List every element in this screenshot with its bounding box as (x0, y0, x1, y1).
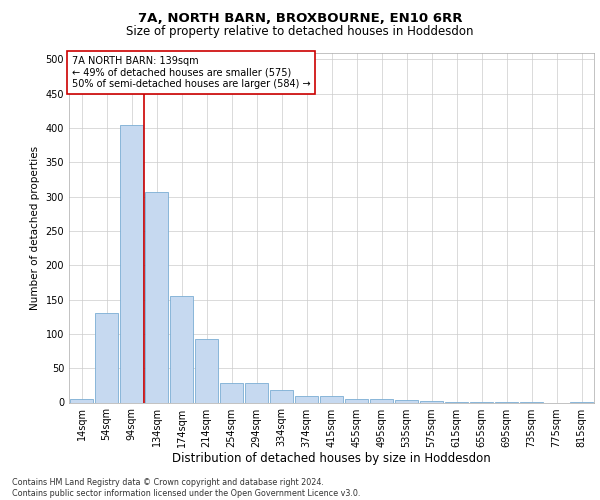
Bar (395, 400, 418, 402)
Bar (70, 399, 94, 402)
Bar (295, 396, 319, 402)
Bar (220, 384, 244, 402)
Bar (370, 399, 394, 402)
Bar (344, 399, 368, 402)
Bar (194, 340, 218, 402)
Y-axis label: Number of detached properties: Number of detached properties (30, 146, 40, 310)
Text: Size of property relative to detached houses in Hoddesdon: Size of property relative to detached ho… (126, 25, 474, 38)
Text: 7A, NORTH BARN, BROXBOURNE, EN10 6RR: 7A, NORTH BARN, BROXBOURNE, EN10 6RR (138, 12, 462, 26)
Text: Contains HM Land Registry data © Crown copyright and database right 2024.
Contai: Contains HM Land Registry data © Crown c… (12, 478, 361, 498)
Bar (170, 296, 193, 403)
Bar (119, 124, 143, 402)
Bar (269, 390, 293, 402)
Bar (145, 192, 169, 402)
X-axis label: Distribution of detached houses by size in Hoddesdon: Distribution of detached houses by size … (172, 452, 491, 466)
Text: 7A NORTH BARN: 139sqm
← 49% of detached houses are smaller (575)
50% of semi-det: 7A NORTH BARN: 139sqm ← 49% of detached … (71, 56, 310, 89)
Bar (419, 401, 443, 402)
Bar (245, 384, 268, 402)
Bar (95, 314, 118, 402)
Bar (320, 396, 343, 402)
